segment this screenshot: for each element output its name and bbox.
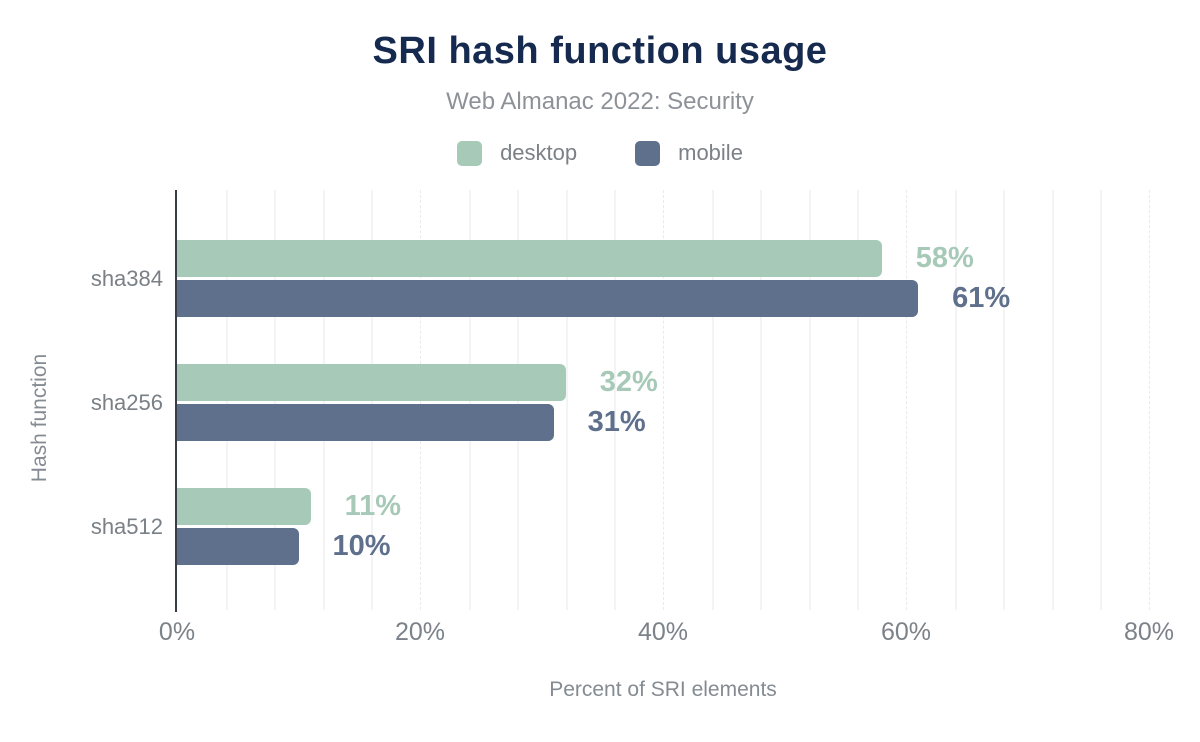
- chart-title: SRI hash function usage: [372, 30, 828, 72]
- x-tick-4: 80%: [1123, 618, 1175, 646]
- x-tick-2: 40%: [637, 618, 689, 646]
- legend-item-desktop: desktop: [457, 140, 577, 166]
- x-tick-1: 20%: [394, 618, 446, 646]
- category-label-sha384: sha384: [90, 265, 163, 291]
- gridline-72: [1051, 190, 1054, 610]
- category-label-sha256: sha256: [90, 389, 163, 415]
- x-tick-0: 0%: [158, 618, 196, 646]
- value-label-mobile-sha512: 10%: [332, 530, 391, 562]
- legend-item-mobile: mobile: [635, 140, 743, 166]
- value-label-desktop-sha512: 11%: [344, 490, 402, 522]
- bar-mobile-sha256: [177, 404, 554, 441]
- gridline-56: [857, 190, 860, 610]
- gridline-68: [1003, 190, 1006, 610]
- value-label-desktop-sha384: 58%: [915, 242, 974, 274]
- bar-mobile-sha384: [177, 280, 919, 317]
- category-label-sha512: sha512: [90, 513, 163, 539]
- chart-subtitle: Web Almanac 2022: Security: [446, 88, 754, 115]
- x-axis-title: Percent of SRI elements: [549, 678, 777, 701]
- y-axis-title: Hash function: [28, 353, 51, 483]
- gridline-44: [711, 190, 714, 610]
- bar-desktop-sha512: [177, 488, 311, 525]
- value-label-desktop-sha256: 32%: [599, 366, 658, 398]
- gridline-80: [1149, 190, 1150, 610]
- value-label-mobile-sha384: 61%: [952, 282, 1011, 314]
- bar-desktop-sha256: [177, 364, 566, 401]
- gridline-40: [663, 190, 664, 610]
- value-label-mobile-sha256: 31%: [587, 406, 646, 438]
- gridline-36: [614, 190, 617, 610]
- bar-mobile-sha512: [177, 528, 299, 565]
- legend-label-desktop: desktop: [500, 140, 578, 165]
- x-tick-3: 60%: [880, 618, 932, 646]
- legend-swatch-mobile: [635, 140, 661, 166]
- gridline-48: [760, 190, 763, 610]
- gridline-60: [906, 190, 907, 610]
- legend-label-mobile: mobile: [678, 140, 743, 165]
- gridline-32: [565, 190, 568, 610]
- legend-swatch-desktop: [457, 140, 483, 166]
- bar-desktop-sha384: [177, 240, 882, 277]
- legend: desktop mobile: [0, 140, 1200, 166]
- gridline-76: [1100, 190, 1103, 610]
- gridline-64: [954, 190, 957, 610]
- gridline-52: [808, 190, 811, 610]
- y-axis-line: [175, 190, 177, 612]
